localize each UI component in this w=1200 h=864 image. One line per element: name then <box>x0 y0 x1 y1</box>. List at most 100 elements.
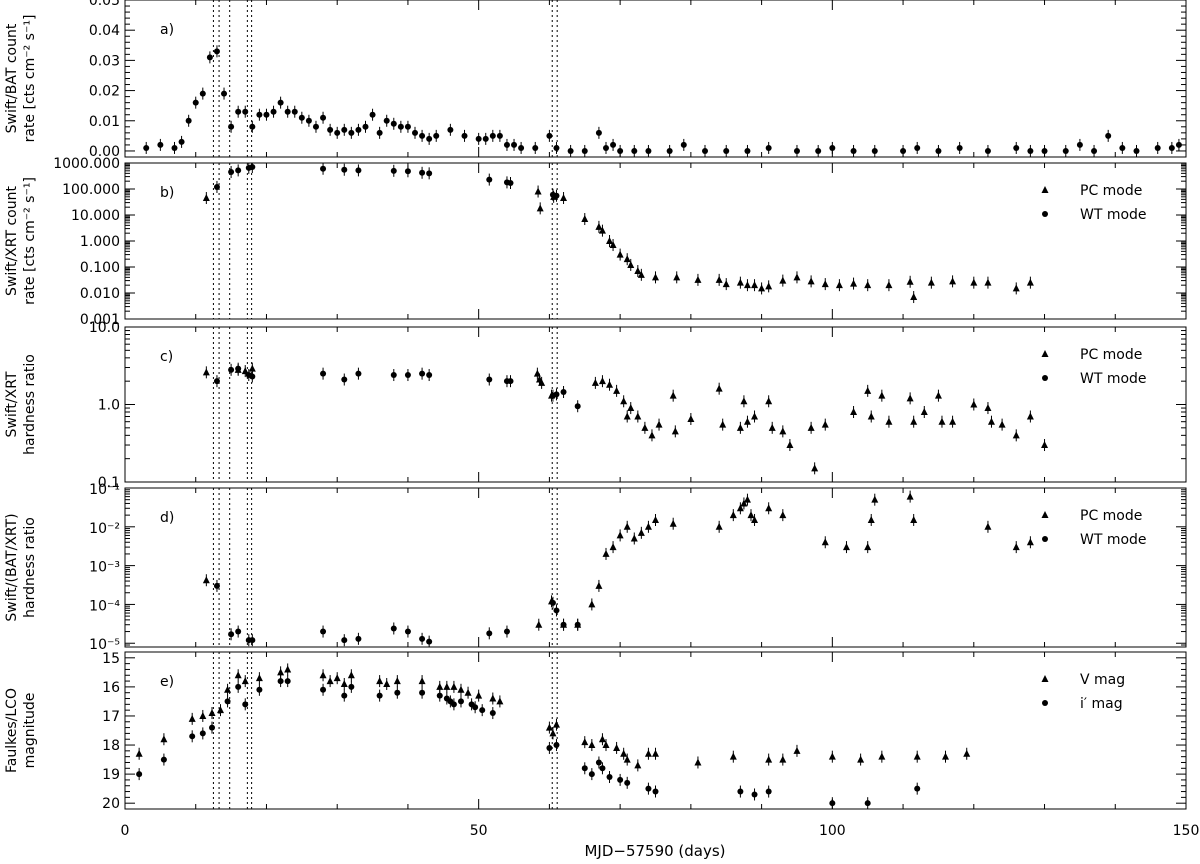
data-point-circle <box>235 167 242 174</box>
legend-entry: V mag <box>1080 672 1125 688</box>
data-point-circle <box>496 132 503 139</box>
data-point-circle <box>560 621 567 628</box>
data-point-circle <box>956 144 963 151</box>
data-point-triangle <box>998 420 1006 428</box>
legend-marker-triangle <box>1041 511 1049 518</box>
data-point-circle <box>511 141 518 148</box>
data-point-circle <box>1168 144 1175 151</box>
y-tick-label: 19 <box>102 767 120 783</box>
data-point-triangle <box>821 420 829 428</box>
data-point-triangle <box>885 281 893 289</box>
data-point-circle <box>610 141 617 148</box>
data-point-circle <box>390 120 397 127</box>
data-point-triangle <box>457 685 465 693</box>
y-axis-label: hardness ratio <box>22 517 38 618</box>
data-point-circle <box>984 147 991 154</box>
data-point-triangle <box>609 543 617 551</box>
data-point-triangle <box>489 694 497 702</box>
data-point-triangle <box>188 714 196 722</box>
data-point-triangle <box>1026 538 1034 546</box>
data-point-triangle <box>927 278 935 286</box>
data-point-triangle <box>910 293 918 301</box>
data-point-circle <box>348 129 355 136</box>
data-point-circle <box>284 108 291 115</box>
data-point-triangle <box>736 423 744 431</box>
data-point-circle <box>235 108 242 115</box>
data-point-triangle <box>743 495 751 503</box>
data-point-triangle <box>906 394 914 402</box>
data-point-triangle <box>747 511 755 519</box>
data-point-triangle <box>1041 441 1049 449</box>
data-point-triangle <box>949 417 957 425</box>
legend-marker-circle <box>1042 536 1048 542</box>
data-point-circle <box>652 788 659 795</box>
data-point-circle <box>348 683 355 690</box>
data-point-circle <box>793 147 800 154</box>
data-point-circle <box>390 625 397 632</box>
data-point-circle <box>369 111 376 118</box>
data-point-triangle <box>637 528 645 536</box>
data-point-circle <box>765 144 772 151</box>
data-point-triangle <box>740 397 748 405</box>
y-axis-label: Swift/XRT count <box>4 186 20 296</box>
data-point-triangle <box>606 380 614 388</box>
data-point-triangle <box>850 408 858 416</box>
data-point-triangle <box>765 397 773 405</box>
data-point-triangle <box>987 417 995 425</box>
data-point-circle <box>341 637 348 644</box>
data-point-circle <box>744 147 751 154</box>
data-point-triangle <box>871 495 879 503</box>
data-point-circle <box>479 707 486 714</box>
data-point-circle <box>171 144 178 151</box>
data-point-circle <box>404 372 411 379</box>
data-point-circle <box>574 403 581 410</box>
data-point-triangle <box>1026 412 1034 420</box>
data-point-triangle <box>942 752 950 760</box>
data-point-circle <box>341 166 348 173</box>
data-point-circle <box>242 108 249 115</box>
data-point-circle <box>320 165 327 172</box>
y-tick-label: 0.05 <box>89 0 120 9</box>
data-point-circle <box>1041 147 1048 154</box>
data-point-circle <box>486 176 493 183</box>
data-point-triangle <box>807 277 815 285</box>
data-point-triangle <box>581 215 589 223</box>
data-point-triangle <box>648 431 656 439</box>
data-point-circle <box>1175 141 1182 148</box>
data-point-circle <box>426 170 433 177</box>
y-tick-label: 100.000 <box>62 182 120 198</box>
data-point-circle <box>224 698 231 705</box>
data-point-circle <box>737 788 744 795</box>
y-tick-label: 0.01 <box>89 114 120 130</box>
data-point-circle <box>850 147 857 154</box>
data-point-triangle <box>464 688 472 696</box>
data-point-circle <box>160 756 167 763</box>
data-point-circle <box>482 135 489 142</box>
data-point-circle <box>221 90 228 97</box>
panel-label: d) <box>160 510 174 526</box>
panel-frame <box>124 487 1187 648</box>
data-point-triangle <box>535 620 543 628</box>
data-point-triangle <box>620 749 628 757</box>
data-point-circle <box>362 123 369 130</box>
data-point-triangle <box>779 276 787 284</box>
data-point-circle <box>341 692 348 699</box>
data-point-triangle <box>652 749 659 757</box>
data-point-circle <box>334 129 341 136</box>
data-point-circle <box>581 765 588 772</box>
data-point-triangle <box>606 237 614 244</box>
data-point-circle <box>298 114 305 121</box>
y-axis-label: Swift/XRT <box>4 371 20 437</box>
data-point-triangle <box>234 671 242 679</box>
data-point-triangle <box>878 391 886 399</box>
data-point-triangle <box>715 522 723 530</box>
data-point-circle <box>270 108 277 115</box>
data-point-circle <box>702 147 709 154</box>
data-point-circle <box>213 48 220 55</box>
data-point-circle <box>1076 141 1083 148</box>
y-axis-label: Swift/(BAT/XRT) <box>4 513 20 621</box>
data-point-circle <box>284 678 291 685</box>
data-point-triangle <box>722 280 730 288</box>
y-tick-label: 18 <box>102 738 120 754</box>
